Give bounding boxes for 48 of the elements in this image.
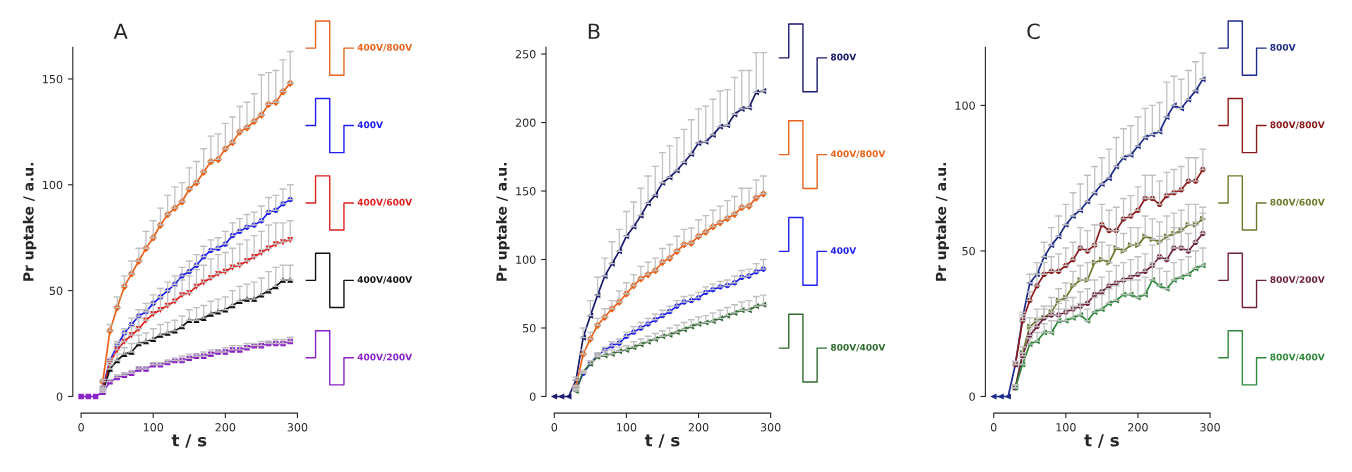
text: 800V	[830, 53, 857, 61]
chart-title: A	[113, 23, 128, 39]
x-tick-label: 100	[143, 423, 164, 432]
y-tick-label: 0	[529, 392, 536, 401]
x-axis-title: t / s	[644, 434, 680, 448]
y-tick-label: 100	[516, 255, 536, 264]
y-axis-title: Pr uptake / a.u.	[496, 162, 510, 281]
y-tick-label: 0	[56, 392, 63, 401]
y-tick-label: 50	[522, 323, 536, 333]
text: 400V/600V	[357, 198, 413, 207]
x-tick-label: 200	[1128, 423, 1148, 432]
y-tick-label: 200	[515, 118, 536, 127]
chart-title: B	[588, 23, 600, 39]
text: 800V/600V	[1270, 198, 1325, 207]
x-tick-label: 0	[78, 423, 84, 432]
text: 400V/400V	[357, 276, 413, 284]
text: 800V/400V	[1270, 353, 1325, 362]
y-tick-label: 50	[962, 246, 975, 256]
x-axis-title: t / s	[171, 434, 207, 448]
chart-title: C	[1027, 23, 1040, 40]
y-tick-label: 250	[515, 50, 536, 59]
text: 400V/200V	[357, 353, 413, 362]
text: 400V/800V	[357, 43, 413, 52]
text: 400V	[830, 247, 857, 254]
text: 400V	[357, 121, 383, 129]
x-tick-label: 0	[551, 423, 558, 432]
x-tick-label: 200	[215, 423, 236, 432]
x-tick-label: 300	[287, 423, 308, 432]
y-axis-title: Pr uptake / a.u.	[935, 162, 949, 281]
x-axis-title: t / s	[1084, 434, 1119, 448]
text: 800V/200V	[1270, 276, 1325, 284]
y-tick-label: 0	[969, 392, 975, 401]
y-tick-label: 150	[43, 74, 63, 84]
x-tick-label: 100	[1056, 423, 1076, 432]
x-tick-label: 300	[1200, 423, 1220, 432]
x-tick-label: 0	[990, 423, 997, 432]
y-tick-label: 150	[516, 187, 536, 196]
text: 800V/800V	[1270, 121, 1325, 129]
x-tick-label: 200	[688, 423, 709, 432]
x-tick-label: 300	[760, 423, 781, 432]
text: 800V/400V	[830, 343, 886, 352]
text: 400V/800V	[830, 150, 886, 158]
text: 800V	[1270, 43, 1296, 51]
y-tick-label: 50	[49, 286, 63, 296]
x-tick-label: 100	[617, 423, 637, 432]
y-tick-label: 100	[43, 180, 63, 190]
y-tick-label: 100	[955, 101, 975, 110]
y-axis-title: Pr uptake / a.u.	[22, 162, 37, 281]
